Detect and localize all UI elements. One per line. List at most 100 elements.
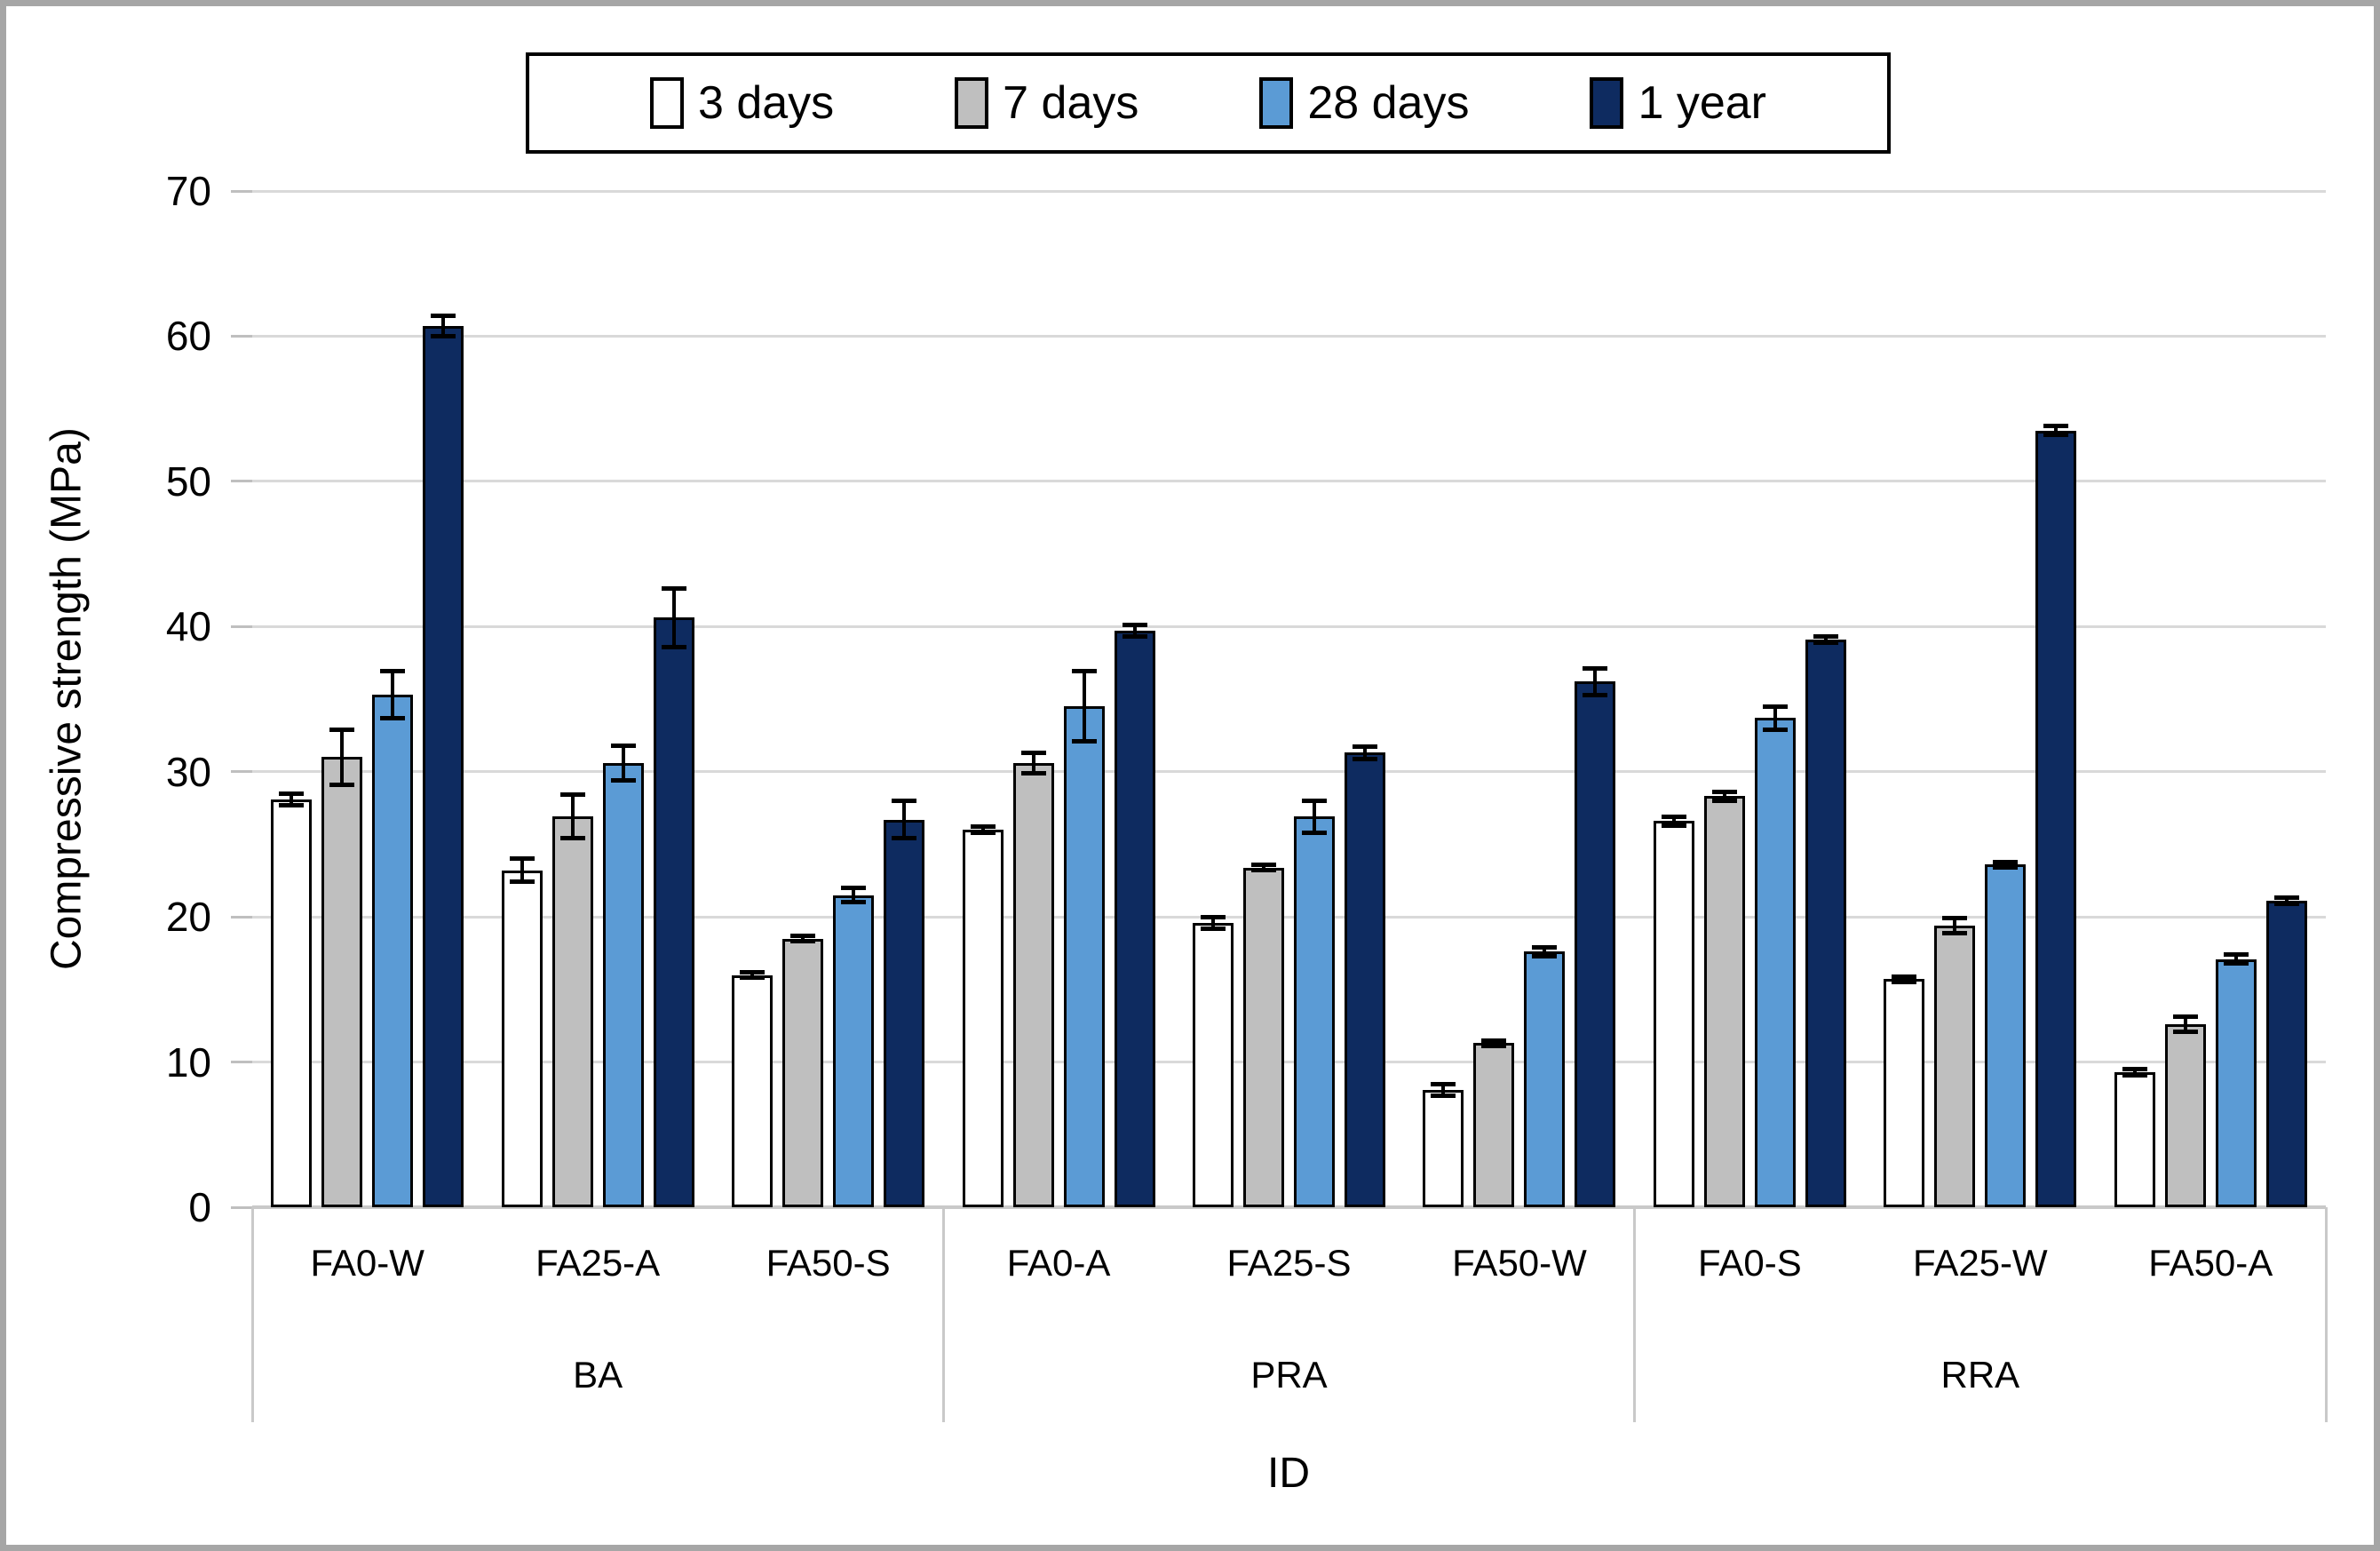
bar-7-days-FA50-W xyxy=(1473,1043,1515,1207)
error-bar xyxy=(1031,752,1035,774)
group-separator xyxy=(941,1207,945,1422)
x-tick-label-FA50-S: FA50-S xyxy=(766,1242,891,1284)
error-bar-cap xyxy=(2172,1029,2198,1034)
error-bar xyxy=(1543,947,1547,957)
legend-swatch-28-days xyxy=(1259,77,1294,129)
error-bar-cap xyxy=(2273,895,2299,901)
x-tick-label-FA25-A: FA25-A xyxy=(536,1242,661,1284)
x-tick-label-FA0-S: FA0-S xyxy=(1698,1242,1802,1284)
error-bar-cap xyxy=(1431,1081,1456,1086)
error-bar-cap xyxy=(790,939,816,944)
error-bar-cap xyxy=(1071,738,1097,744)
bar-3-days-FA25-S xyxy=(1193,922,1234,1207)
error-bar-cap xyxy=(1532,953,1558,958)
error-bar-cap xyxy=(1813,640,1838,645)
error-bar-cap xyxy=(661,586,686,592)
error-bar-cap xyxy=(1353,744,1377,750)
error-bar-cap xyxy=(1071,669,1097,674)
error-bar xyxy=(902,800,907,839)
error-bar-cap xyxy=(279,802,305,807)
error-bar xyxy=(1722,791,1726,801)
error-bar xyxy=(1492,1040,1496,1046)
error-bar-cap xyxy=(1353,756,1377,761)
bar-1-year-FA25-W xyxy=(2035,430,2077,1207)
error-bar-cap xyxy=(610,743,636,748)
error-bar-cap xyxy=(1020,750,1046,755)
bar-1-year-FA0-S xyxy=(1805,639,1846,1207)
bar-7-days-FA50-A xyxy=(2164,1024,2206,1207)
x-tick-label-FA50-A: FA50-A xyxy=(2148,1242,2273,1284)
error-bar-cap xyxy=(740,969,766,974)
bar-7-days-FA50-S xyxy=(782,938,824,1207)
bar-28-days-FA50-S xyxy=(833,895,875,1207)
gridline xyxy=(252,334,2326,338)
error-bar-cap xyxy=(1481,1038,1507,1043)
error-bar-cap xyxy=(841,885,867,890)
y-tick-label: 20 xyxy=(165,894,211,941)
group-label-BA: BA xyxy=(573,1354,623,1396)
error-bar-cap xyxy=(1711,798,1737,803)
bar-28-days-FA25-A xyxy=(602,762,644,1207)
y-axis-tick xyxy=(231,1061,252,1064)
bar-1-year-FA0-A xyxy=(1114,631,1155,1207)
legend-item-7-days: 7 days xyxy=(955,77,1138,129)
bar-3-days-FA25-W xyxy=(1884,979,1925,1207)
error-bar-cap xyxy=(1583,692,1608,697)
error-bar-cap xyxy=(892,836,917,841)
bar-28-days-FA50-W xyxy=(1524,951,1566,1207)
error-bar xyxy=(1211,917,1215,929)
error-bar xyxy=(2284,897,2289,904)
legend-item-1-year: 1 year xyxy=(1590,77,1766,129)
error-bar xyxy=(2132,1069,2137,1076)
error-bar-cap xyxy=(610,778,636,783)
bar-28-days-FA25-W xyxy=(1985,864,2027,1207)
x-tick-label-FA25-S: FA25-S xyxy=(1226,1242,1352,1284)
bar-3-days-FA50-A xyxy=(2114,1072,2155,1207)
x-axis-line xyxy=(252,1205,2326,1209)
error-bar-cap xyxy=(1892,974,1917,979)
legend-item-28-days: 28 days xyxy=(1259,77,1469,129)
bar-28-days-FA25-S xyxy=(1294,816,1335,1207)
error-bar-cap xyxy=(740,975,766,981)
legend-label: 1 year xyxy=(1638,77,1766,129)
error-bar xyxy=(1773,706,1777,730)
error-bar-cap xyxy=(1302,798,1327,803)
plot-area: 0 10 20 30 40 50 60 70 xyxy=(166,171,2326,1228)
y-axis-tick xyxy=(231,624,252,628)
error-bar-cap xyxy=(1251,868,1276,873)
error-bar-cap xyxy=(380,715,406,720)
error-bar-cap xyxy=(2122,1072,2147,1078)
error-bar-cap xyxy=(431,333,456,338)
error-bar xyxy=(391,671,395,719)
error-bar-cap xyxy=(1201,914,1226,919)
error-bar-cap xyxy=(1762,704,1788,709)
error-bar xyxy=(340,729,345,785)
error-bar-cap xyxy=(1532,944,1558,950)
error-bar-cap xyxy=(431,314,456,319)
error-bar-cap xyxy=(892,798,917,803)
error-bar-cap xyxy=(1942,930,1968,935)
y-tick-label: 50 xyxy=(165,457,211,505)
error-bar-cap xyxy=(279,791,305,796)
error-bar xyxy=(290,793,294,806)
error-bar-cap xyxy=(1942,916,1968,921)
error-bar-cap xyxy=(1020,770,1046,776)
x-tick-label-FA50-W: FA50-W xyxy=(1452,1242,1587,1284)
y-tick-label: 60 xyxy=(165,313,211,360)
y-axis-tick xyxy=(231,770,252,774)
group-label-PRA: PRA xyxy=(1250,1354,1328,1396)
error-bar-cap xyxy=(1122,634,1147,640)
bar-3-days-FA0-A xyxy=(962,830,1004,1207)
error-bar-cap xyxy=(329,727,355,732)
y-axis-tick xyxy=(231,915,252,919)
x-tick-label-FA25-W: FA25-W xyxy=(1912,1242,2048,1284)
bar-1-year-FA50-A xyxy=(2265,901,2307,1207)
bar-28-days-FA50-A xyxy=(2215,958,2257,1207)
error-bar xyxy=(2054,426,2059,435)
error-bar xyxy=(2183,1016,2187,1032)
error-bar xyxy=(1823,636,1828,643)
error-bar-cap xyxy=(1813,634,1838,640)
error-bar xyxy=(570,794,575,839)
error-bar-cap xyxy=(970,824,996,830)
error-bar-cap xyxy=(559,836,585,841)
